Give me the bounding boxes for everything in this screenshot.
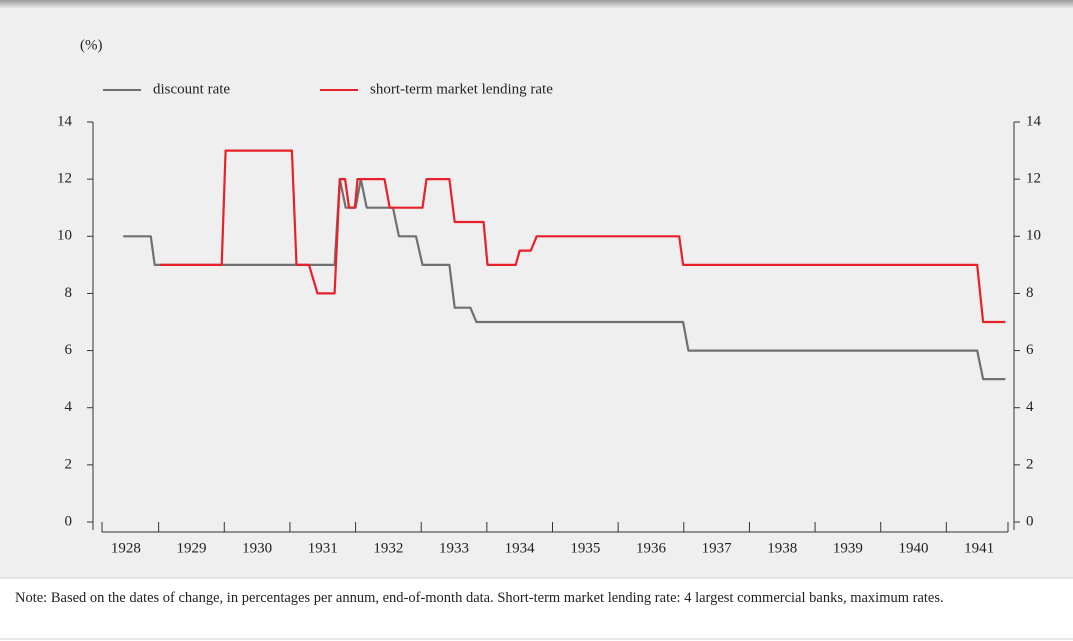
note: Note: Based on the dates of change, in p… — [15, 590, 944, 606]
legend-label: short-term market lending rate — [370, 81, 553, 97]
y-tick-label: 8 — [65, 285, 73, 301]
x-tick-label: 1931 — [308, 540, 338, 556]
y2-tick-label: 10 — [1026, 228, 1041, 244]
y-tick-label: 12 — [57, 171, 72, 187]
y-tick-label: 2 — [65, 456, 73, 472]
x-tick-label: 1928 — [111, 540, 141, 556]
x-tick-label: 1929 — [176, 540, 206, 556]
x-tick-label: 1936 — [636, 540, 667, 556]
y-tick-label: 4 — [65, 399, 73, 415]
x-tick-label: 1938 — [767, 540, 797, 556]
x-tick-label: 1937 — [702, 540, 733, 556]
y-tick-label: 6 — [65, 342, 73, 358]
x-tick-label: 1932 — [373, 540, 403, 556]
top-band — [0, 0, 1073, 8]
x-tick-label: 1935 — [570, 540, 600, 556]
x-tick-label: 1941 — [964, 540, 994, 556]
y2-tick-label: 6 — [1026, 342, 1034, 358]
chart-background — [0, 0, 1073, 578]
x-tick-label: 1934 — [505, 540, 536, 556]
legend-label: discount rate — [153, 81, 230, 97]
x-tick-label: 1939 — [833, 540, 863, 556]
y-tick-label: 14 — [57, 113, 73, 129]
y2-tick-label: 14 — [1026, 113, 1042, 129]
y2-tick-label: 12 — [1026, 171, 1041, 187]
y2-tick-label: 0 — [1026, 513, 1034, 529]
y-tick-label: 10 — [57, 228, 72, 244]
unit-label: (%) — [80, 37, 103, 53]
x-tick-label: 1930 — [242, 540, 272, 556]
y2-tick-label: 8 — [1026, 285, 1034, 301]
x-tick-label: 1940 — [899, 540, 929, 556]
y-tick-label: 0 — [65, 513, 73, 529]
y2-tick-label: 2 — [1026, 456, 1034, 472]
series-line — [160, 149, 1006, 324]
x-tick-label: 1933 — [439, 540, 469, 556]
y2-tick-label: 4 — [1026, 399, 1034, 415]
